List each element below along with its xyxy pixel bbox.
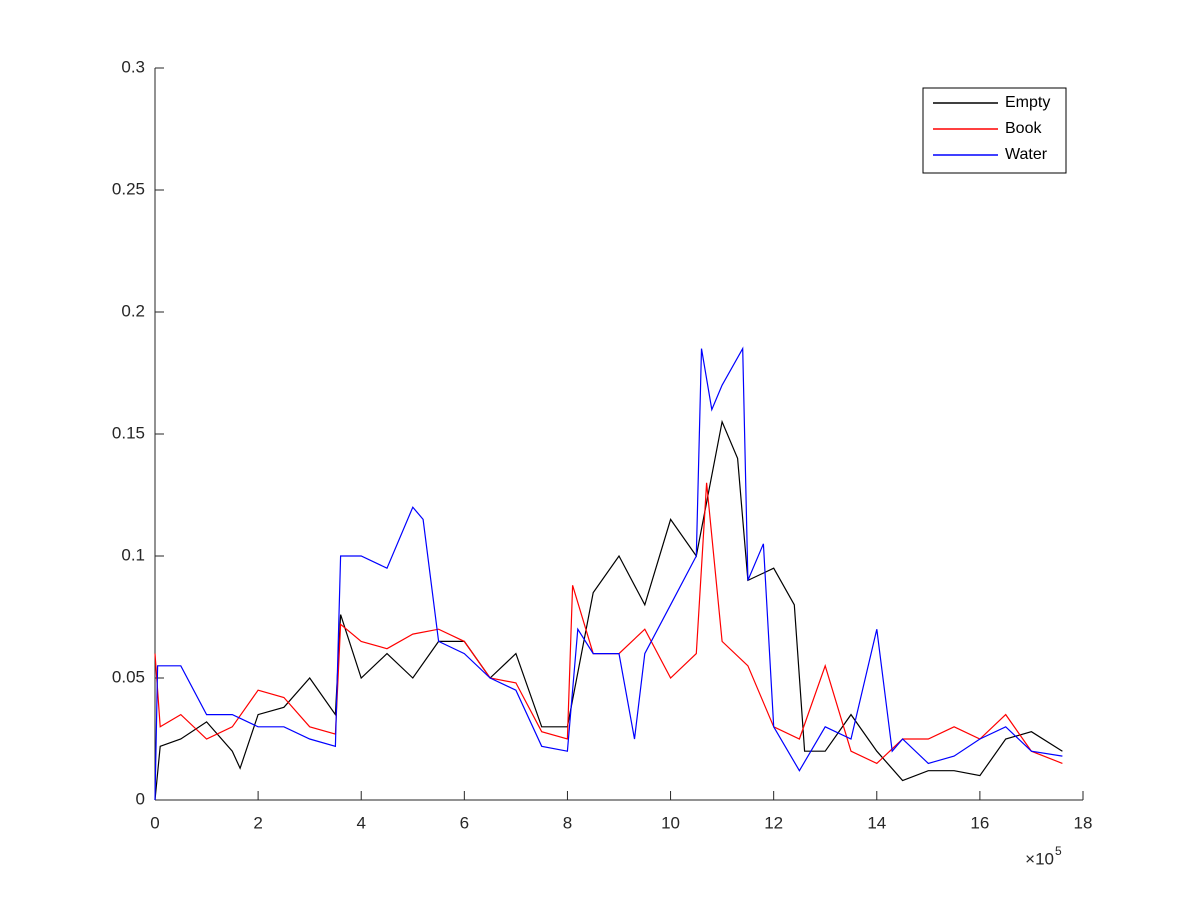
x-tick-label: 8 — [563, 813, 572, 832]
series-line — [154, 346, 1063, 801]
x-multiplier-base: ×10 — [1025, 849, 1054, 868]
y-tick-label: 0.15 — [112, 423, 145, 442]
series-line — [154, 419, 1063, 801]
y-tick-label: 0.05 — [112, 667, 145, 686]
x-tick-label: 4 — [356, 813, 365, 832]
x-multiplier-exponent: 5 — [1055, 844, 1062, 858]
legend-label: Book — [1005, 120, 1042, 137]
series-line — [154, 482, 1063, 765]
x-tick-label: 10 — [661, 813, 680, 832]
x-tick-label: 18 — [1074, 813, 1093, 832]
y-tick-label: 0.1 — [121, 545, 145, 564]
x-tick-label: 12 — [764, 813, 783, 832]
legend-label: Water — [1005, 146, 1048, 163]
x-tick-label: 14 — [867, 813, 886, 832]
y-tick-label: 0.25 — [112, 179, 145, 198]
x-tick-label: 0 — [150, 813, 159, 832]
x-tick-label: 16 — [970, 813, 989, 832]
y-tick-label: 0 — [136, 789, 145, 808]
x-tick-label: 6 — [460, 813, 469, 832]
legend-label: Empty — [1005, 94, 1050, 111]
y-tick-label: 0.2 — [121, 301, 145, 320]
y-tick-label: 0.3 — [121, 57, 145, 76]
legend-box — [922, 87, 1067, 174]
x-tick-label: 2 — [253, 813, 262, 832]
